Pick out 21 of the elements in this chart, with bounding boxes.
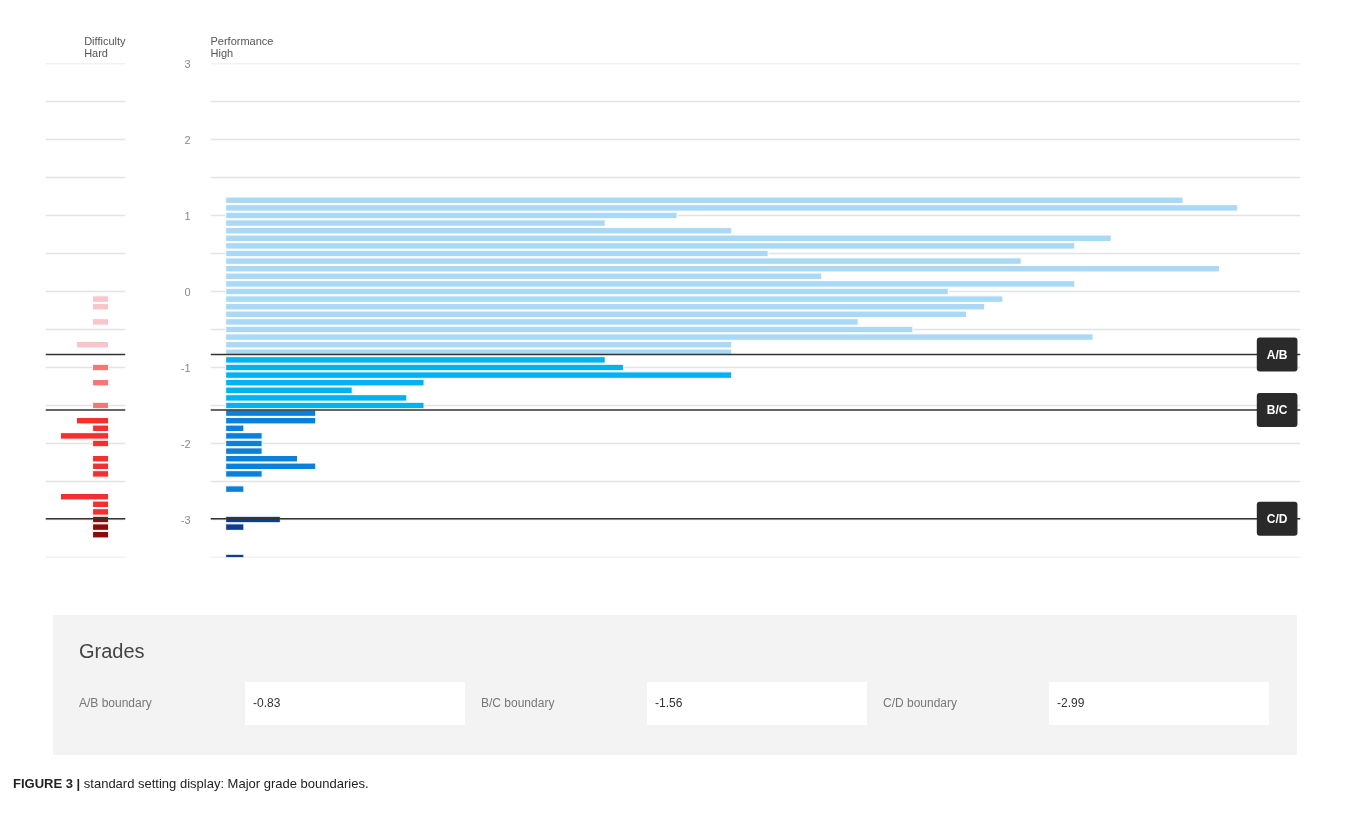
text: C/D boundary [883, 694, 959, 712]
ref-line-label: C/D [1266, 511, 1288, 526]
y-axis-title: Difficulty Hard [84, 34, 126, 59]
text: B/C boundary [481, 694, 556, 712]
y-axis-title: Performance High [210, 34, 274, 59]
caption: FIGURE 3 | standard setting display: Major grade boundaries. [13, 775, 369, 793]
text: Grades [79, 639, 146, 664]
y-tick-label: -1 [180, 361, 191, 374]
text: -0.83 [245, 681, 465, 725]
y-tick-label: -3 [180, 513, 191, 526]
y-tick-label: 2 [184, 133, 191, 146]
y-tick-label: -2 [180, 437, 191, 450]
ref-line-label: A/B [1266, 347, 1288, 362]
text: -1.56 [647, 681, 867, 725]
bar [225, 485, 245, 493]
y-tick-label: 3 [184, 57, 191, 70]
text: A/B boundary [79, 694, 153, 712]
y-tick-label: 0 [184, 285, 191, 298]
text: -2.99 [1049, 681, 1269, 725]
y-tick-label: 1 [184, 209, 191, 222]
ref-line-label: B/C [1266, 403, 1288, 418]
